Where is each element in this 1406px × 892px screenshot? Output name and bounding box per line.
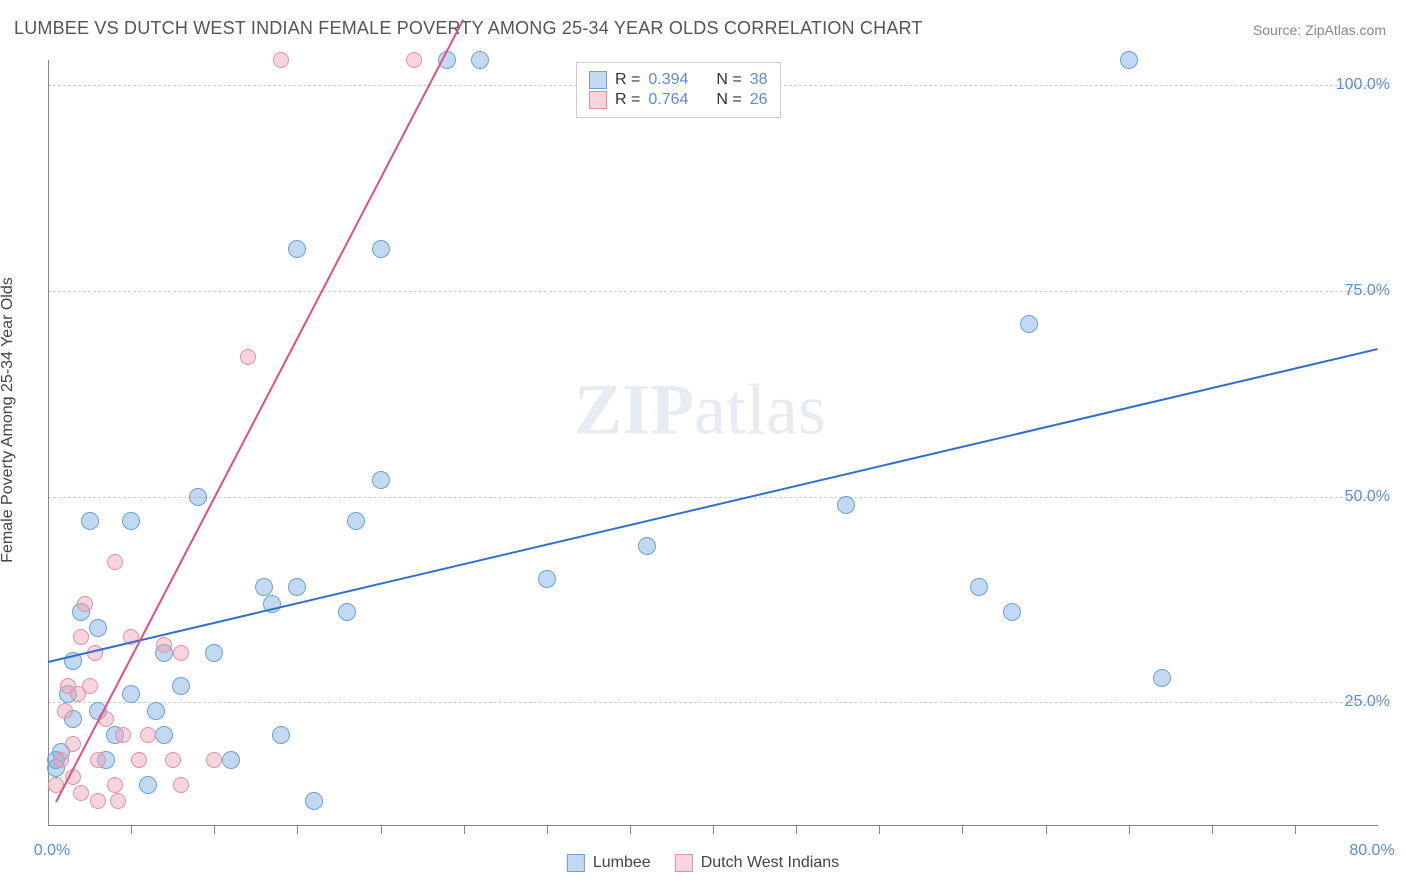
- legend-item-lumbee: Lumbee: [567, 854, 651, 872]
- stats-row-lumbee: R = 0.394 N = 38: [589, 71, 768, 89]
- legend-swatch-dutch: [589, 91, 607, 109]
- stats-row-dutch: R = 0.764 N = 26: [589, 91, 768, 109]
- bottom-legend: Lumbee Dutch West Indians: [567, 854, 839, 872]
- legend-swatch-lumbee: [589, 71, 607, 89]
- legend-swatch-icon: [567, 854, 585, 872]
- source-label: Source: ZipAtlas.com: [1253, 22, 1386, 38]
- y-axis-label: Female Poverty Among 25-34 Year Olds: [0, 277, 17, 563]
- plot-area: [48, 60, 1378, 826]
- x-min-label: 0.0%: [34, 842, 70, 860]
- x-max-label: 80.0%: [1349, 842, 1394, 860]
- legend-swatch-icon: [675, 854, 693, 872]
- plot-border: [48, 60, 1378, 826]
- legend-item-dutch: Dutch West Indians: [675, 854, 839, 872]
- chart-title: LUMBEE VS DUTCH WEST INDIAN FEMALE POVER…: [14, 18, 923, 39]
- legend-label: Lumbee: [593, 854, 651, 872]
- stats-legend: R = 0.394 N = 38 R = 0.764 N = 26: [576, 62, 781, 118]
- legend-label: Dutch West Indians: [701, 854, 839, 872]
